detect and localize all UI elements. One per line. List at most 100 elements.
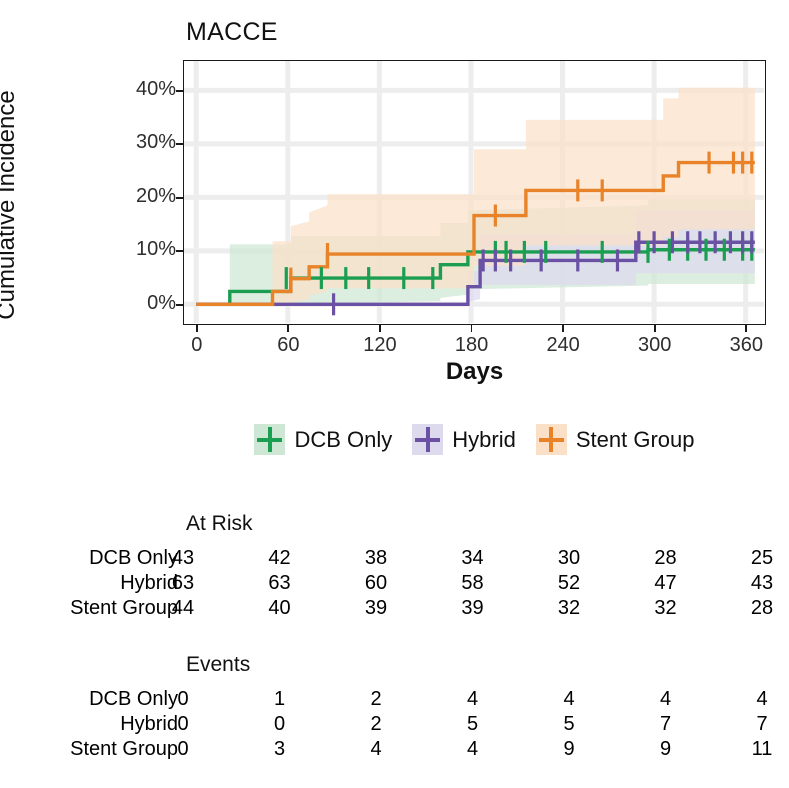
table-cell: 11 [751, 738, 773, 760]
table-cell: 7 [659, 713, 672, 735]
table-cell: 34 [461, 547, 484, 569]
events-rows: DCB Only 0 1 2 4 4 4 4 Hybrid 0 0 2 5 5 7 7 Stent Group 0… [0, 688, 789, 763]
legend-plus-icon [254, 424, 286, 455]
at-risk-heading: At Risk [186, 512, 253, 535]
table-cell: 7 [756, 713, 768, 735]
legend-key-vertical-bar [267, 427, 272, 452]
x-axis-tick-labels: 0 60 120 180 240 300 360 [183, 325, 766, 365]
legend-label: Hybrid [452, 426, 516, 452]
table-row: DCB Only 43 42 38 34 30 28 25 [0, 547, 789, 572]
table-cell: 4 [466, 738, 479, 760]
table-cell: 38 [364, 547, 388, 569]
y-tick-label: 30% [135, 131, 176, 154]
x-tick-mark [653, 325, 656, 332]
table-cell: 5 [563, 713, 575, 735]
legend-label: Stent Group [575, 426, 695, 452]
table-row-label: DCB Only [89, 688, 178, 710]
plot-panel [183, 60, 766, 325]
x-tick-mark [745, 325, 748, 332]
table-cell: 52 [557, 572, 581, 594]
table-row: Hybrid 63 63 60 58 52 47 43 [0, 572, 789, 597]
table-cell: 63 [171, 572, 195, 594]
table-cell: 28 [750, 597, 774, 619]
table-cell: 40 [268, 597, 291, 619]
table-row-label: Hybrid [120, 572, 178, 594]
table-cell: 44 [171, 597, 195, 619]
table-cell: 4 [563, 688, 575, 710]
table-row: Stent Group 0 3 4 4 9 9 11 [0, 738, 789, 763]
legend-entry[interactable]: DCB Only [254, 424, 392, 455]
legend-key-vertical-bar [425, 427, 430, 452]
table-cell: 5 [466, 713, 479, 735]
legend-key-vertical-bar [549, 427, 554, 452]
y-axis-tick-labels: 0% 10% 20% 30% 40% [104, 0, 176, 400]
legend-plus-icon [535, 424, 567, 455]
table-cell: 4 [370, 738, 382, 760]
table-cell: 0 [177, 688, 189, 710]
x-tick-mark [378, 325, 381, 332]
legend-label: DCB Only [294, 426, 393, 452]
y-axis-title: Cumulative Incidence [0, 90, 20, 320]
table-row: DCB Only 0 1 2 4 4 4 4 [0, 688, 789, 713]
table-row-label: Hybrid [120, 713, 178, 735]
x-tick-label: 240 [546, 334, 580, 356]
table-cell: 63 [268, 572, 291, 594]
table-cell: 60 [364, 572, 388, 594]
table-cell: 0 [273, 713, 286, 735]
table-cell: 9 [659, 738, 672, 760]
y-tick-label: 20% [135, 184, 176, 207]
table-cell: 28 [654, 547, 677, 569]
table-cell: 0 [177, 738, 189, 760]
x-tick-label: 360 [729, 334, 763, 356]
survival-step-line [196, 160, 755, 306]
y-tick-mark [176, 143, 183, 146]
table-cell: 2 [370, 688, 382, 710]
legend-entry[interactable]: Stent Group [535, 424, 695, 455]
plot-svg [184, 61, 764, 323]
table-cell: 9 [563, 738, 575, 760]
table-row: Hybrid 0 0 2 5 5 7 7 [0, 713, 789, 738]
table-cell: 32 [557, 597, 581, 619]
table-cell: 30 [557, 547, 581, 569]
confidence-band [196, 87, 755, 305]
chart-legend: DCB Only Hybrid Stent Group [183, 424, 766, 455]
table-row: Stent Group 44 40 39 39 32 32 28 [0, 597, 789, 622]
legend-entry[interactable]: Hybrid [412, 424, 516, 455]
x-tick-mark [470, 325, 473, 332]
survival-step-line [196, 240, 755, 306]
table-cell: 43 [171, 547, 195, 569]
table-cell: 4 [756, 688, 768, 710]
table-cell: 0 [177, 713, 189, 735]
x-tick-label: 300 [638, 334, 672, 356]
confidence-band [196, 210, 755, 305]
x-axis-title: Days [445, 358, 504, 385]
x-tick-label: 180 [454, 334, 489, 356]
table-cell: 58 [461, 572, 484, 594]
x-tick-label: 120 [363, 334, 397, 356]
table-cell: 1 [273, 688, 286, 710]
y-tick-mark [176, 303, 183, 306]
table-cell: 43 [750, 572, 774, 594]
table-cell: 4 [659, 688, 672, 710]
x-tick-label: 60 [277, 334, 300, 356]
table-cell: 2 [370, 713, 382, 735]
x-tick-mark [287, 325, 290, 332]
table-cell: 4 [466, 688, 479, 710]
table-row-label: Stent Group [70, 738, 178, 760]
table-cell: 42 [268, 547, 291, 569]
at-risk-rows: DCB Only 43 42 38 34 30 28 25 Hybrid 63 63 60 58 52 47… [0, 547, 789, 622]
table-cell: 39 [364, 597, 388, 619]
y-tick-label: 0% [147, 291, 176, 314]
x-tick-mark [195, 325, 198, 332]
x-tick-label: 0 [191, 334, 203, 356]
y-tick-mark [176, 196, 183, 199]
table-row-label: DCB Only [89, 547, 178, 569]
table-cell: 25 [750, 547, 774, 569]
x-tick-mark [562, 325, 564, 332]
y-tick-mark [176, 90, 183, 92]
events-heading: Events [186, 653, 251, 676]
y-tick-label: 40% [135, 78, 176, 100]
legend-plus-icon [412, 424, 444, 455]
y-tick-mark [176, 250, 183, 253]
